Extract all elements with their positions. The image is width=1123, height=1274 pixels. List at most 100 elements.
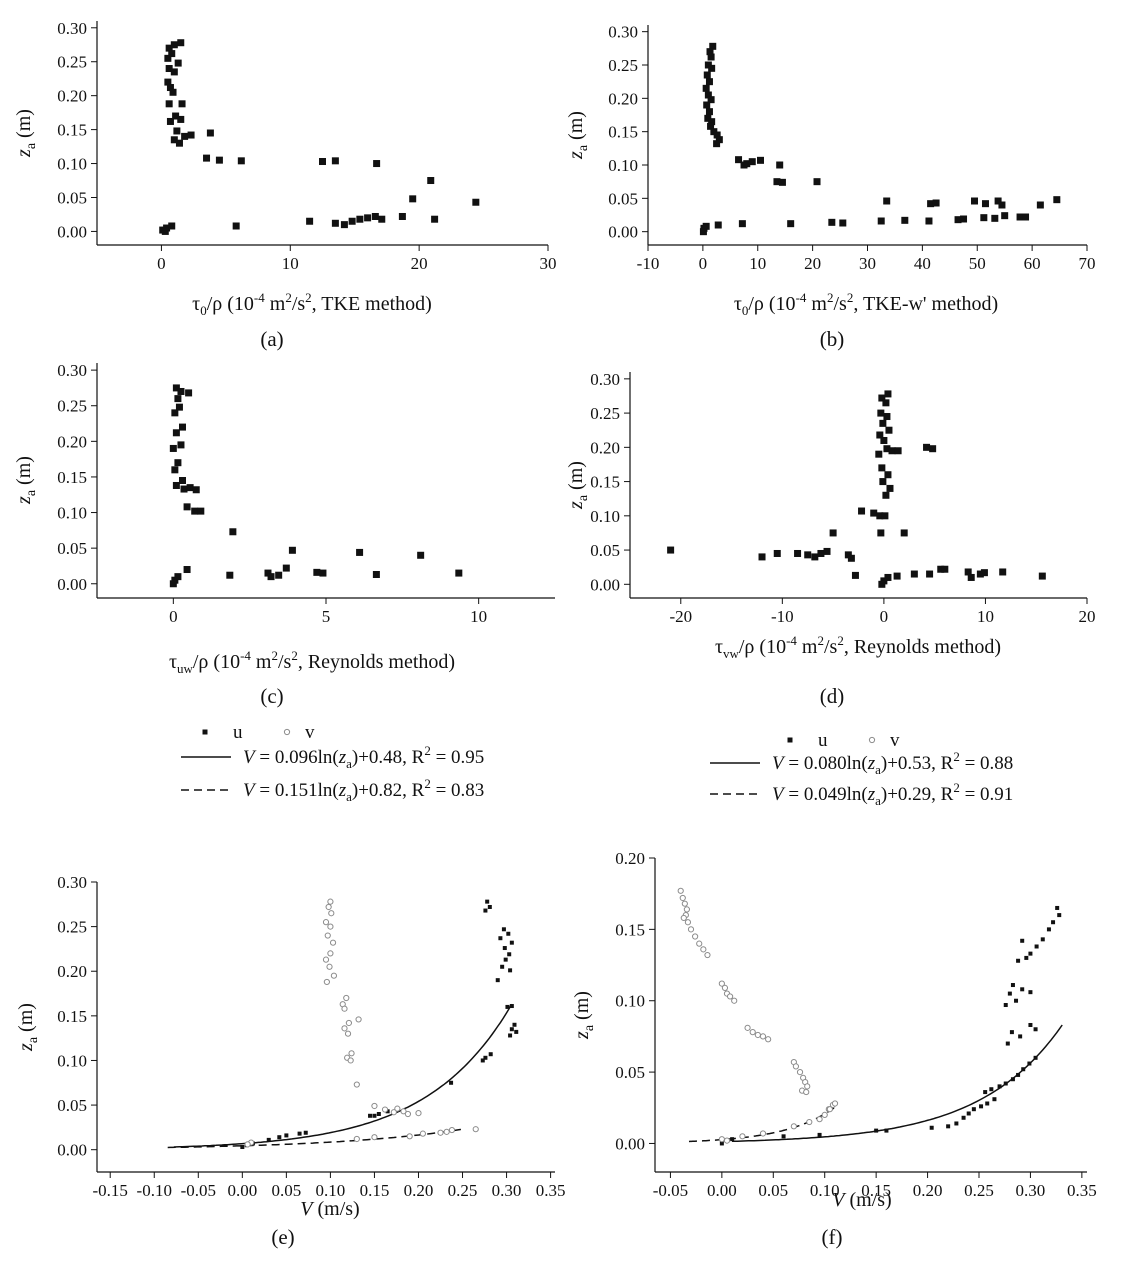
x-tick-label: 60 (1024, 254, 1041, 273)
x-tick-label: 50 (969, 254, 986, 273)
point-v (739, 1133, 746, 1140)
ylabel-unit: (m) (565, 111, 587, 145)
panel-label: (d) (820, 684, 845, 708)
x-tick-label: 0.15 (861, 1181, 891, 1200)
data-point (709, 42, 717, 50)
point-v (328, 910, 335, 917)
data-point (971, 197, 979, 205)
legend-label-v: v (305, 722, 315, 743)
point-v (718, 980, 725, 987)
data-point (703, 71, 711, 79)
data-point (165, 65, 173, 73)
point-v (700, 946, 707, 953)
point-v (390, 1109, 397, 1116)
point-v (681, 900, 688, 907)
x-tick-label: -0.05 (181, 1181, 216, 1200)
data-point (267, 573, 275, 581)
data-point (319, 158, 326, 166)
legend-r2: = 0.95 (431, 747, 484, 768)
point-v (406, 1133, 413, 1140)
xlabel-sup: -4 (240, 648, 251, 663)
data-point (925, 217, 933, 225)
data-point (794, 549, 802, 557)
point-u (368, 1113, 373, 1118)
data-point (191, 507, 199, 515)
data-point (876, 512, 884, 520)
point-v (723, 1137, 731, 1144)
point-u (997, 1084, 1002, 1089)
data-point (881, 512, 889, 520)
data-point (776, 161, 784, 169)
data-point (172, 112, 180, 120)
ylabel-unit: (m) (15, 1003, 37, 1037)
point-v (721, 984, 729, 991)
data-point (180, 485, 188, 493)
point-v (322, 956, 330, 963)
point-u (1051, 920, 1056, 925)
ylabel-z: z (565, 501, 587, 510)
data-point (991, 214, 999, 222)
xlabel-post: , TKE method) (312, 293, 432, 315)
point-v (327, 898, 334, 905)
point-v (327, 923, 334, 930)
legend-coef: = 0.096ln( (255, 747, 339, 768)
data-point (964, 568, 972, 576)
data-point (714, 221, 722, 229)
xlabel-pre: /ρ (10 (207, 293, 254, 315)
y-axis-label: za (m) (13, 109, 39, 158)
y-tick-label: 0.15 (608, 123, 638, 142)
fit-curve-v (688, 1107, 835, 1143)
x-tick-label: -0.15 (93, 1181, 128, 1200)
x-tick-label: 20 (411, 254, 428, 273)
data-point (882, 399, 890, 407)
x-axis-label: τuw/ρ (10-4 m2/s2, Reynolds method) (169, 648, 455, 676)
point-v (806, 1118, 813, 1126)
point-v (443, 1128, 450, 1135)
data-point (703, 101, 711, 109)
point-u (303, 1130, 308, 1135)
data-point (787, 220, 795, 228)
xlabel-sup: 2 (827, 290, 834, 305)
x-tick-label: 0 (880, 607, 889, 626)
data-point (813, 178, 821, 186)
point-u (1034, 944, 1039, 949)
point-u (1021, 1067, 1026, 1072)
data-point (748, 158, 756, 166)
legend-coef: = 0.049ln( (784, 784, 868, 805)
data-point (667, 546, 675, 554)
data-point (371, 212, 379, 220)
data-point (894, 447, 902, 455)
data-point (883, 445, 891, 453)
point-u (488, 1052, 493, 1057)
x-tick-label: 0.35 (1067, 1181, 1097, 1200)
data-point (705, 78, 713, 86)
xlabel-sup: 2 (837, 633, 844, 648)
data-point (229, 528, 237, 536)
data-point (702, 222, 710, 230)
data-point (804, 551, 812, 559)
data-point (879, 478, 887, 486)
point-u (284, 1133, 289, 1138)
point-v (804, 1083, 811, 1090)
xlabel-post: , Reynolds method) (298, 651, 455, 673)
point-u (1040, 937, 1045, 942)
panel-c: 0 5 10 0.00 0.05 0.10 0.15 0.20 0.25 0.30 za (m) τu… (13, 361, 555, 708)
data-point (178, 477, 186, 484)
data-point (306, 217, 314, 225)
data-point (811, 553, 819, 561)
point-u (506, 931, 511, 936)
data-point (886, 484, 894, 492)
point-v (687, 926, 695, 933)
data-point (828, 218, 836, 226)
x-tick-label: -20 (669, 607, 692, 626)
x-tick-label: 0.25 (448, 1181, 478, 1200)
data-point (372, 571, 380, 578)
xlabel-sym: τ (715, 636, 723, 658)
x-tick-label: 0 (169, 607, 178, 626)
xlabel-mid: /s (292, 293, 306, 315)
xlabel-sym: τ (734, 293, 742, 315)
point-v (345, 1019, 352, 1027)
ylabel-sub: a (24, 142, 39, 149)
point-u (297, 1131, 302, 1136)
ylabel-sub: a (576, 494, 591, 501)
